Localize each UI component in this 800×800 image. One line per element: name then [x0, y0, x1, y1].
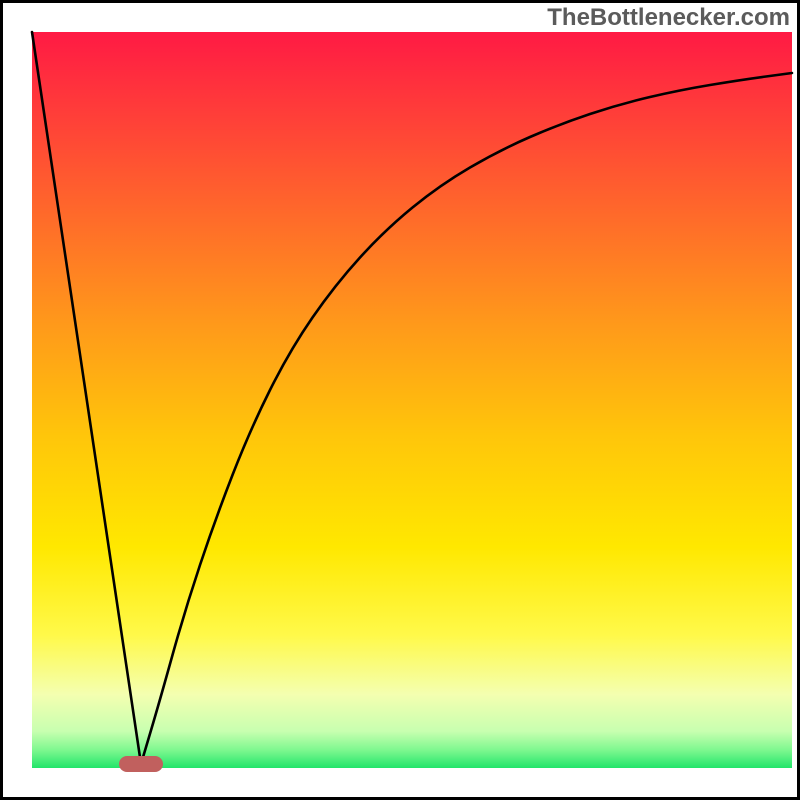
min-marker: [119, 756, 163, 772]
chart-container: TheBottlenecker.com: [0, 0, 800, 800]
watermark: TheBottlenecker.com: [547, 4, 790, 32]
watermark-text: TheBottlenecker.com: [547, 4, 790, 31]
curve-layer: [0, 0, 800, 800]
curve-path: [32, 32, 792, 764]
